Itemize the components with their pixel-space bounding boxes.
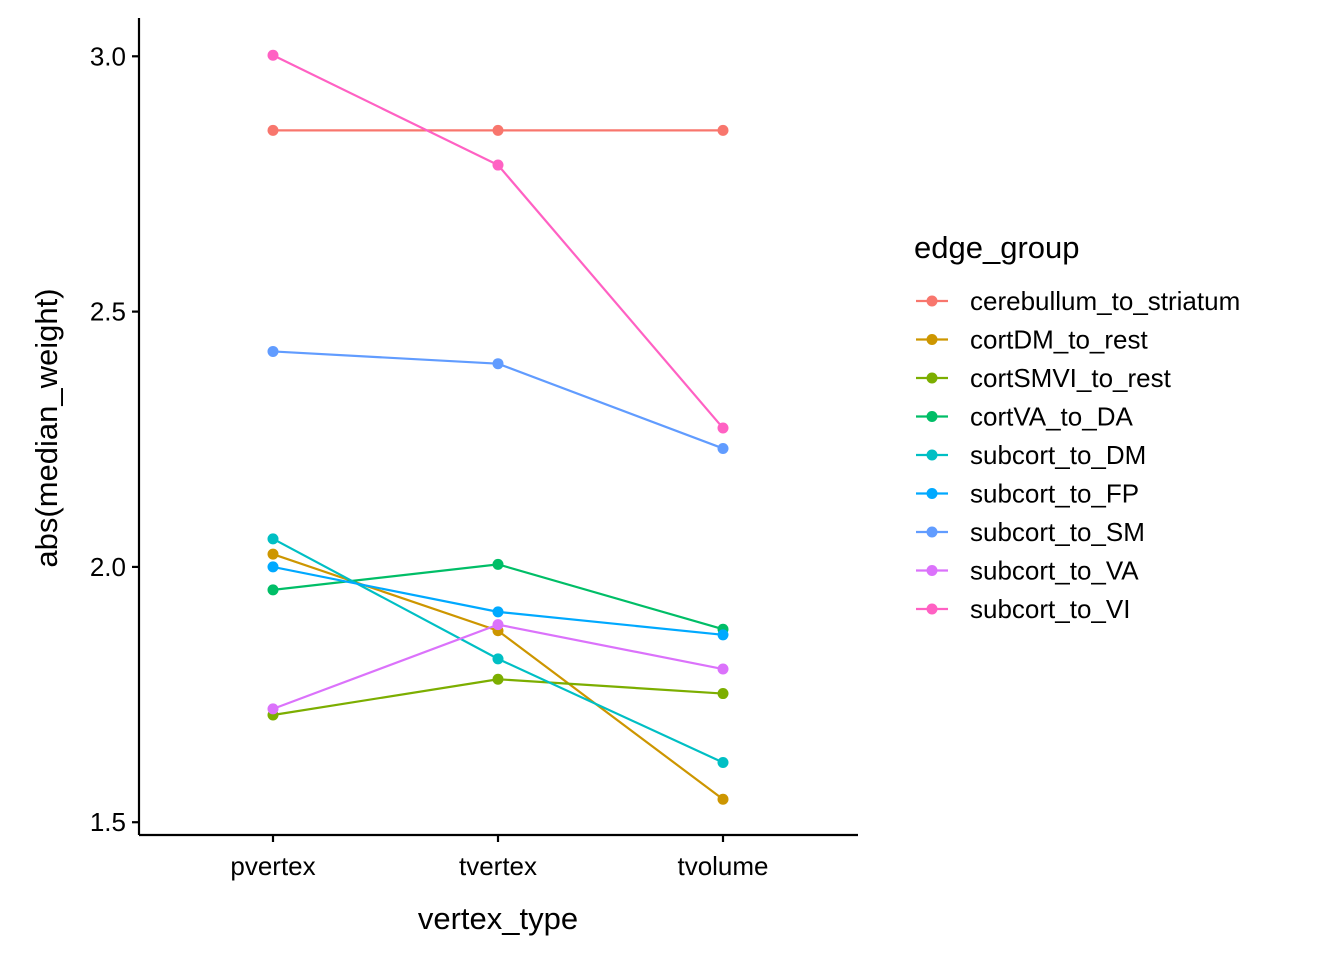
data-point [717,442,729,454]
data-point [267,49,279,61]
legend-key-point [926,526,938,538]
data-point [267,561,279,573]
data-point [717,793,729,805]
data-point [717,124,729,136]
legend-label: subcort_to_DM [970,440,1146,470]
data-point [717,688,729,700]
x-axis-title: vertex_type [418,901,578,936]
legend-key-point [926,372,938,384]
data-point [492,653,504,665]
data-point [267,345,279,357]
data-point [267,584,279,596]
data-point [717,663,729,675]
y-tick-label: 2.5 [90,297,126,327]
data-point [492,606,504,618]
data-point [267,124,279,136]
legend-label: cerebullum_to_striatum [970,286,1240,316]
y-tick-label: 2.0 [90,552,126,582]
x-tick-label: tvertex [459,851,537,881]
series-line [272,54,724,429]
series-line [272,623,724,710]
legend-key-point [926,411,938,422]
data-point [492,159,504,171]
data-point [267,548,279,560]
legend-key-point [926,295,938,307]
legend: edge_group cerebullum_to_striatum cortDM_… [914,230,1240,624]
data-point [492,558,504,570]
legend-key-point [926,488,938,499]
x-tick-label: tvolume [677,851,768,881]
legend-label: cortVA_to_DA [970,402,1133,432]
legend-label: subcort_to_FP [970,479,1139,509]
data-point [492,358,504,370]
series-marks [267,49,729,805]
data-point [492,673,504,685]
legend-key-point [926,449,938,461]
x-tick-label: pvertex [230,851,315,881]
legend-label: subcort_to_SM [970,517,1145,547]
data-point [492,619,504,631]
legend-title: edge_group [914,230,1080,265]
legend-key-point [926,565,938,576]
legend-label: subcort_to_VI [970,594,1130,624]
legend-label: cortSMVI_to_rest [970,363,1172,393]
legend-label: cortDM_to_rest [970,325,1148,355]
legend-key-point [926,334,938,345]
data-point [267,703,279,715]
data-point [717,422,729,434]
y-tick-label: 3.0 [90,41,126,71]
legend-key-point [926,603,938,615]
legend-label: subcort_to_VA [970,556,1139,586]
data-point [492,124,504,136]
y-axis-title: abs(median_weight) [29,288,64,567]
y-tick-label: 1.5 [90,807,126,837]
data-point [717,629,729,641]
series-line [272,537,724,764]
data-point [267,533,279,545]
data-point [717,756,729,768]
axes: 1.5 2.0 2.5 3.0 pvertex tvertex tvolume [90,18,858,881]
